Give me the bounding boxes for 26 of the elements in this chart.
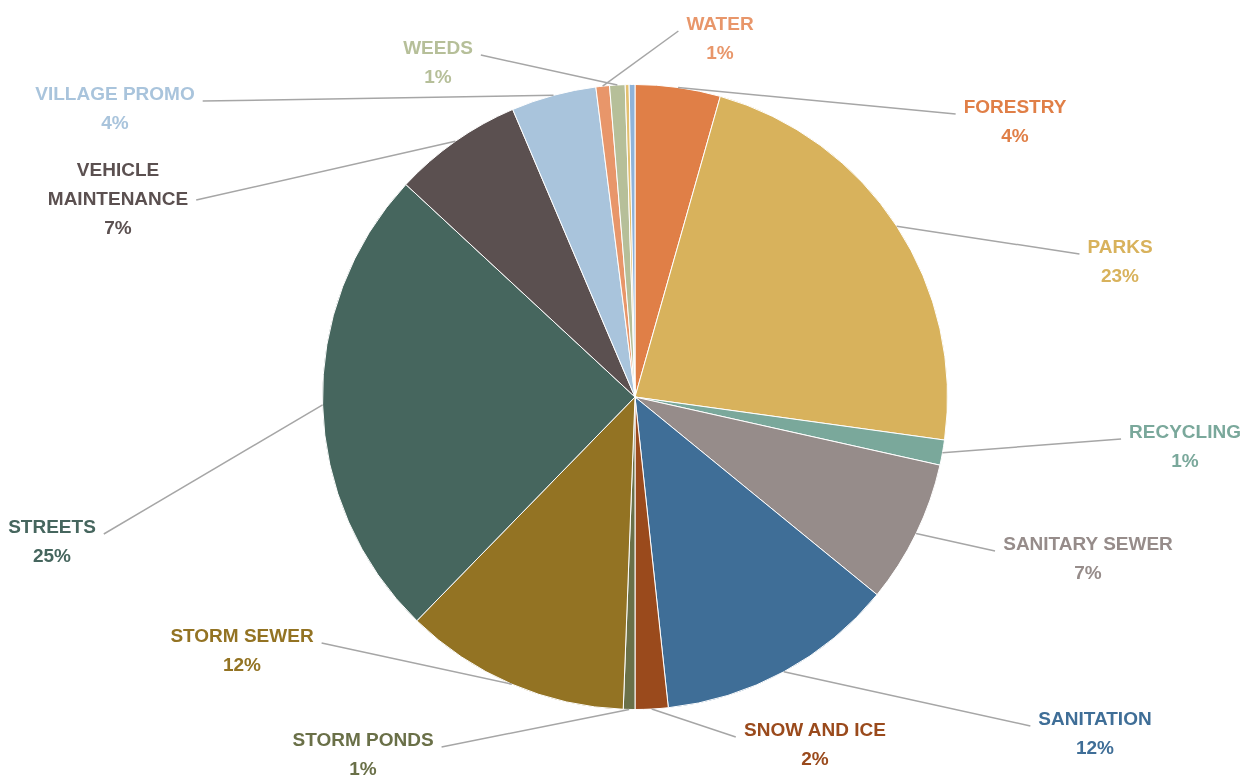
slice-label: STORM SEWER	[170, 625, 314, 647]
data-label: 12%	[1075, 737, 1115, 759]
slice-label: FORESTRY	[963, 96, 1067, 118]
data-label: 4%	[1001, 125, 1029, 147]
data-label: 25%	[32, 545, 72, 567]
data-label: 12%	[222, 654, 262, 676]
slice-label: STORM PONDS	[292, 729, 434, 751]
slice-label: PARKS	[1087, 236, 1153, 258]
data-label: 1%	[424, 66, 452, 88]
data-label: 4%	[101, 112, 129, 134]
data-label: 7%	[104, 217, 132, 239]
slice-label: RECYCLING	[1129, 421, 1241, 443]
slice-label: VEHICLE MAINTENANCE	[47, 159, 189, 210]
data-label: 7%	[1074, 562, 1102, 584]
data-label: 1%	[349, 758, 377, 780]
slice-label: VILLAGE PROMO	[35, 83, 195, 105]
data-label: 1%	[706, 42, 734, 64]
slice-label: SANITARY SEWER	[1003, 533, 1174, 555]
data-label: 1%	[1171, 450, 1199, 472]
slice-label: SNOW AND ICE	[744, 719, 886, 741]
data-label: 2%	[801, 748, 829, 770]
slice-label: WATER	[686, 13, 754, 35]
slice-label: SANITATION	[1038, 708, 1152, 730]
data-label: 23%	[1100, 265, 1140, 287]
slice-label: WEEDS	[403, 37, 473, 59]
slice-label: STREETS	[8, 516, 96, 538]
